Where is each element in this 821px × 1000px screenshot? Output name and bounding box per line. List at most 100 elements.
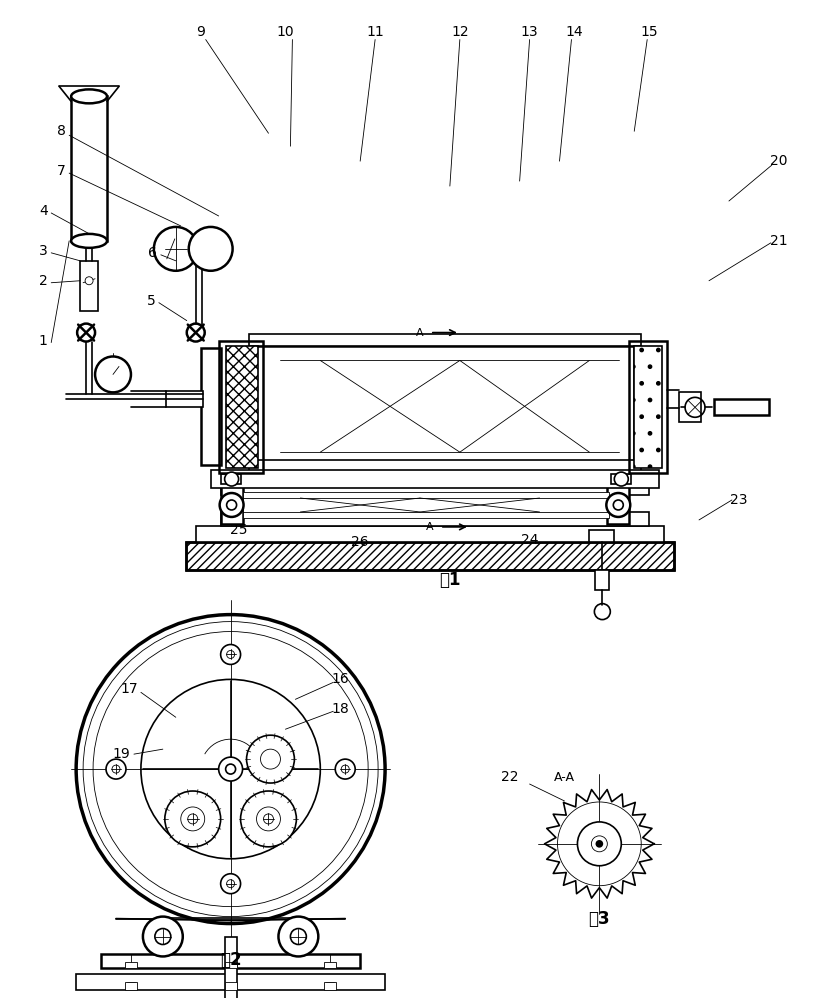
Bar <box>218 341 263 473</box>
Circle shape <box>264 814 273 824</box>
Circle shape <box>221 874 241 894</box>
Circle shape <box>291 929 306 944</box>
Bar <box>221 486 242 524</box>
Text: 1: 1 <box>39 334 48 348</box>
Text: 19: 19 <box>112 747 130 761</box>
Bar <box>324 962 337 968</box>
Circle shape <box>181 807 204 831</box>
Text: 25: 25 <box>230 523 247 537</box>
Bar <box>80 261 98 311</box>
Bar <box>595 570 609 590</box>
Text: 22: 22 <box>501 770 518 784</box>
Text: 2: 2 <box>39 274 48 288</box>
Bar <box>255 346 635 470</box>
Circle shape <box>342 765 349 773</box>
Bar <box>324 982 337 990</box>
Bar <box>714 399 768 415</box>
Text: 图1: 图1 <box>439 571 461 589</box>
Circle shape <box>154 227 198 271</box>
Circle shape <box>218 757 242 781</box>
Ellipse shape <box>71 234 107 248</box>
Bar <box>629 341 667 473</box>
Text: 21: 21 <box>770 234 787 248</box>
Bar <box>226 346 258 468</box>
Text: 图2: 图2 <box>220 951 241 969</box>
Circle shape <box>225 472 239 486</box>
Circle shape <box>335 759 355 779</box>
Circle shape <box>112 765 120 773</box>
Bar <box>242 492 609 518</box>
Circle shape <box>596 841 603 847</box>
Text: A-A: A-A <box>554 771 575 784</box>
Circle shape <box>227 880 235 888</box>
Bar <box>635 346 663 468</box>
Bar <box>186 542 674 570</box>
Text: 8: 8 <box>57 124 66 138</box>
Circle shape <box>189 227 232 271</box>
Text: 5: 5 <box>146 294 155 308</box>
Circle shape <box>221 645 241 664</box>
Bar <box>186 542 674 570</box>
Bar <box>225 937 236 1000</box>
Text: 10: 10 <box>277 25 294 39</box>
Text: 6: 6 <box>149 246 158 260</box>
Circle shape <box>95 356 131 392</box>
Text: 3: 3 <box>39 244 48 258</box>
Bar <box>125 982 137 990</box>
Text: 12: 12 <box>451 25 469 39</box>
Circle shape <box>106 759 126 779</box>
Text: 16: 16 <box>332 672 349 686</box>
Text: 20: 20 <box>770 154 787 168</box>
Bar <box>221 481 649 495</box>
Text: 17: 17 <box>120 682 138 696</box>
Circle shape <box>260 749 281 769</box>
Bar <box>612 474 631 484</box>
Bar <box>125 962 137 968</box>
Text: 14: 14 <box>566 25 583 39</box>
Bar <box>211 470 659 488</box>
Circle shape <box>85 277 93 285</box>
Bar <box>101 954 360 968</box>
Circle shape <box>188 814 198 824</box>
Bar <box>679 392 701 422</box>
Circle shape <box>186 324 204 342</box>
Circle shape <box>591 836 608 852</box>
Circle shape <box>614 472 628 486</box>
Text: A: A <box>426 522 433 532</box>
Bar <box>249 334 641 346</box>
Bar <box>221 512 649 526</box>
Bar <box>195 526 664 542</box>
Circle shape <box>256 807 281 831</box>
Text: 11: 11 <box>366 25 384 39</box>
Text: 18: 18 <box>332 702 349 716</box>
Text: 24: 24 <box>521 533 539 547</box>
Bar <box>608 486 629 524</box>
Bar <box>166 391 203 407</box>
Text: 7: 7 <box>57 164 66 178</box>
Text: 图3: 图3 <box>589 910 610 928</box>
Circle shape <box>278 917 319 956</box>
Circle shape <box>227 650 235 658</box>
Bar <box>249 460 641 472</box>
Circle shape <box>226 764 236 774</box>
Circle shape <box>577 822 621 866</box>
Circle shape <box>76 615 385 924</box>
Text: A: A <box>416 328 424 338</box>
Text: 9: 9 <box>196 25 205 39</box>
Text: 13: 13 <box>521 25 539 39</box>
Text: 23: 23 <box>730 493 748 507</box>
Circle shape <box>165 791 221 847</box>
Text: 15: 15 <box>640 25 658 39</box>
Bar <box>200 348 221 465</box>
Circle shape <box>246 735 295 783</box>
Circle shape <box>241 791 296 847</box>
Text: 26: 26 <box>351 535 369 549</box>
Circle shape <box>77 324 95 342</box>
Bar <box>225 962 236 968</box>
Bar <box>76 974 385 990</box>
Circle shape <box>607 493 631 517</box>
Text: 4: 4 <box>39 204 48 218</box>
Circle shape <box>220 493 244 517</box>
Circle shape <box>155 929 171 944</box>
Circle shape <box>143 917 183 956</box>
